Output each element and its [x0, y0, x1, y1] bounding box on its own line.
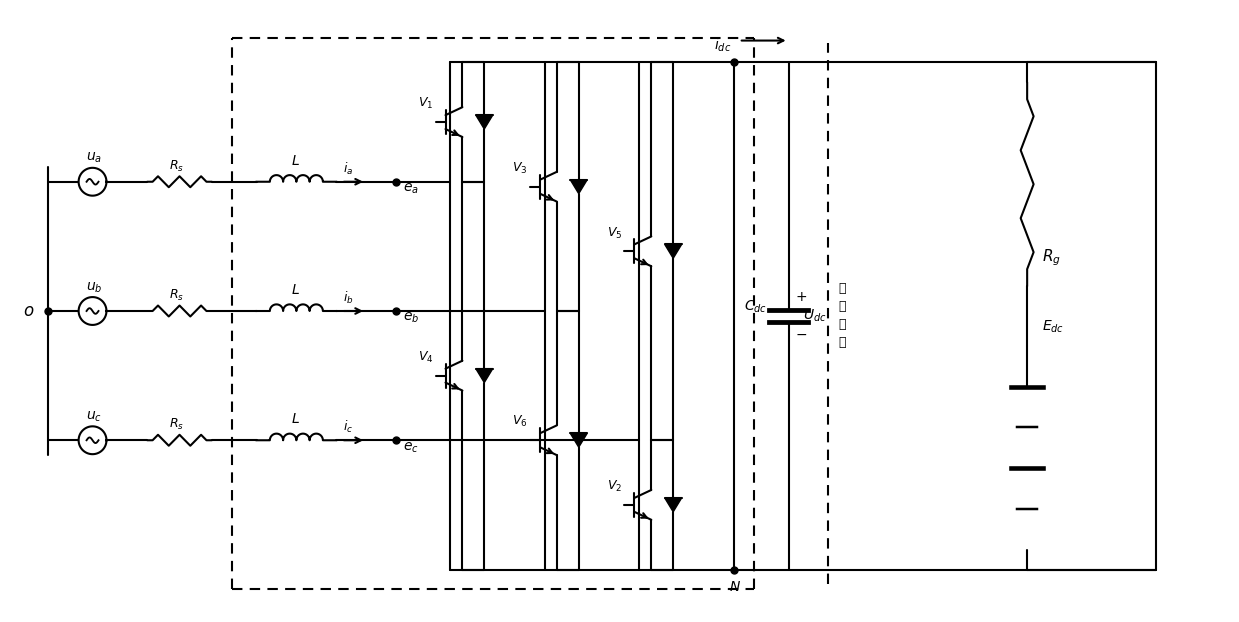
Text: $V_1$: $V_1$	[418, 96, 432, 111]
Text: $V_5$: $V_5$	[607, 225, 622, 241]
Text: $R_s$: $R_s$	[169, 288, 183, 303]
Text: $C_{dc}$: $C_{dc}$	[743, 299, 767, 315]
Text: $u_b$: $u_b$	[85, 280, 102, 295]
Text: $L$: $L$	[291, 412, 300, 426]
Text: $V_6$: $V_6$	[512, 414, 528, 429]
Polygon shape	[570, 434, 587, 447]
Text: $E_{dc}$: $E_{dc}$	[1042, 319, 1064, 335]
Text: $L$: $L$	[291, 154, 300, 168]
Polygon shape	[665, 498, 681, 512]
Text: $u_c$: $u_c$	[85, 409, 102, 424]
Text: $U_{dc}$: $U_{dc}$	[803, 308, 826, 324]
Text: $e_c$: $e_c$	[403, 440, 419, 455]
Text: $R_s$: $R_s$	[169, 159, 183, 174]
Text: $R_g$: $R_g$	[1042, 248, 1061, 268]
Text: $N$: $N$	[729, 580, 741, 595]
Text: $V_3$: $V_3$	[512, 161, 528, 176]
Text: $-$: $-$	[795, 327, 808, 341]
Text: $V_4$: $V_4$	[418, 350, 434, 365]
Polygon shape	[476, 115, 493, 129]
Text: $R_s$: $R_s$	[169, 417, 183, 432]
Text: 直
流
母
线: 直 流 母 线	[839, 282, 846, 350]
Polygon shape	[476, 369, 493, 383]
Text: $V_2$: $V_2$	[607, 479, 622, 494]
Text: $o$: $o$	[24, 302, 35, 320]
Text: $L$: $L$	[291, 283, 300, 297]
Text: $i_c$: $i_c$	[343, 419, 353, 435]
Text: $+$: $+$	[795, 290, 808, 304]
Polygon shape	[570, 180, 587, 193]
Text: $e_b$: $e_b$	[403, 311, 419, 325]
Text: $e_a$: $e_a$	[403, 182, 419, 196]
Text: $i_b$: $i_b$	[343, 290, 353, 306]
Polygon shape	[665, 244, 681, 258]
Text: $i_{dc}$: $i_{dc}$	[714, 37, 731, 54]
Text: $u_a$: $u_a$	[85, 151, 102, 165]
Text: $i_a$: $i_a$	[343, 161, 353, 177]
